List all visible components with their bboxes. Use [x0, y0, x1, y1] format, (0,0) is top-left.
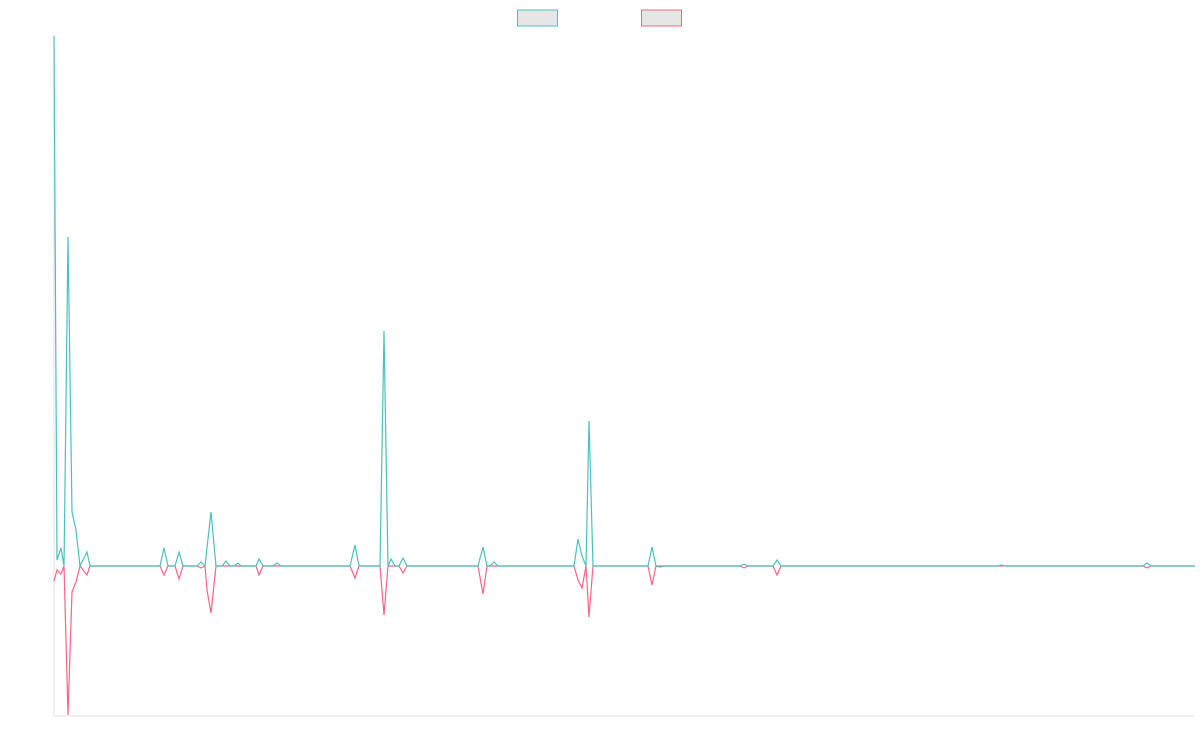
line — [53, 564, 1195, 716]
legend-swatch — [641, 9, 682, 27]
line — [53, 35, 1195, 569]
legend-swatch — [517, 9, 558, 27]
